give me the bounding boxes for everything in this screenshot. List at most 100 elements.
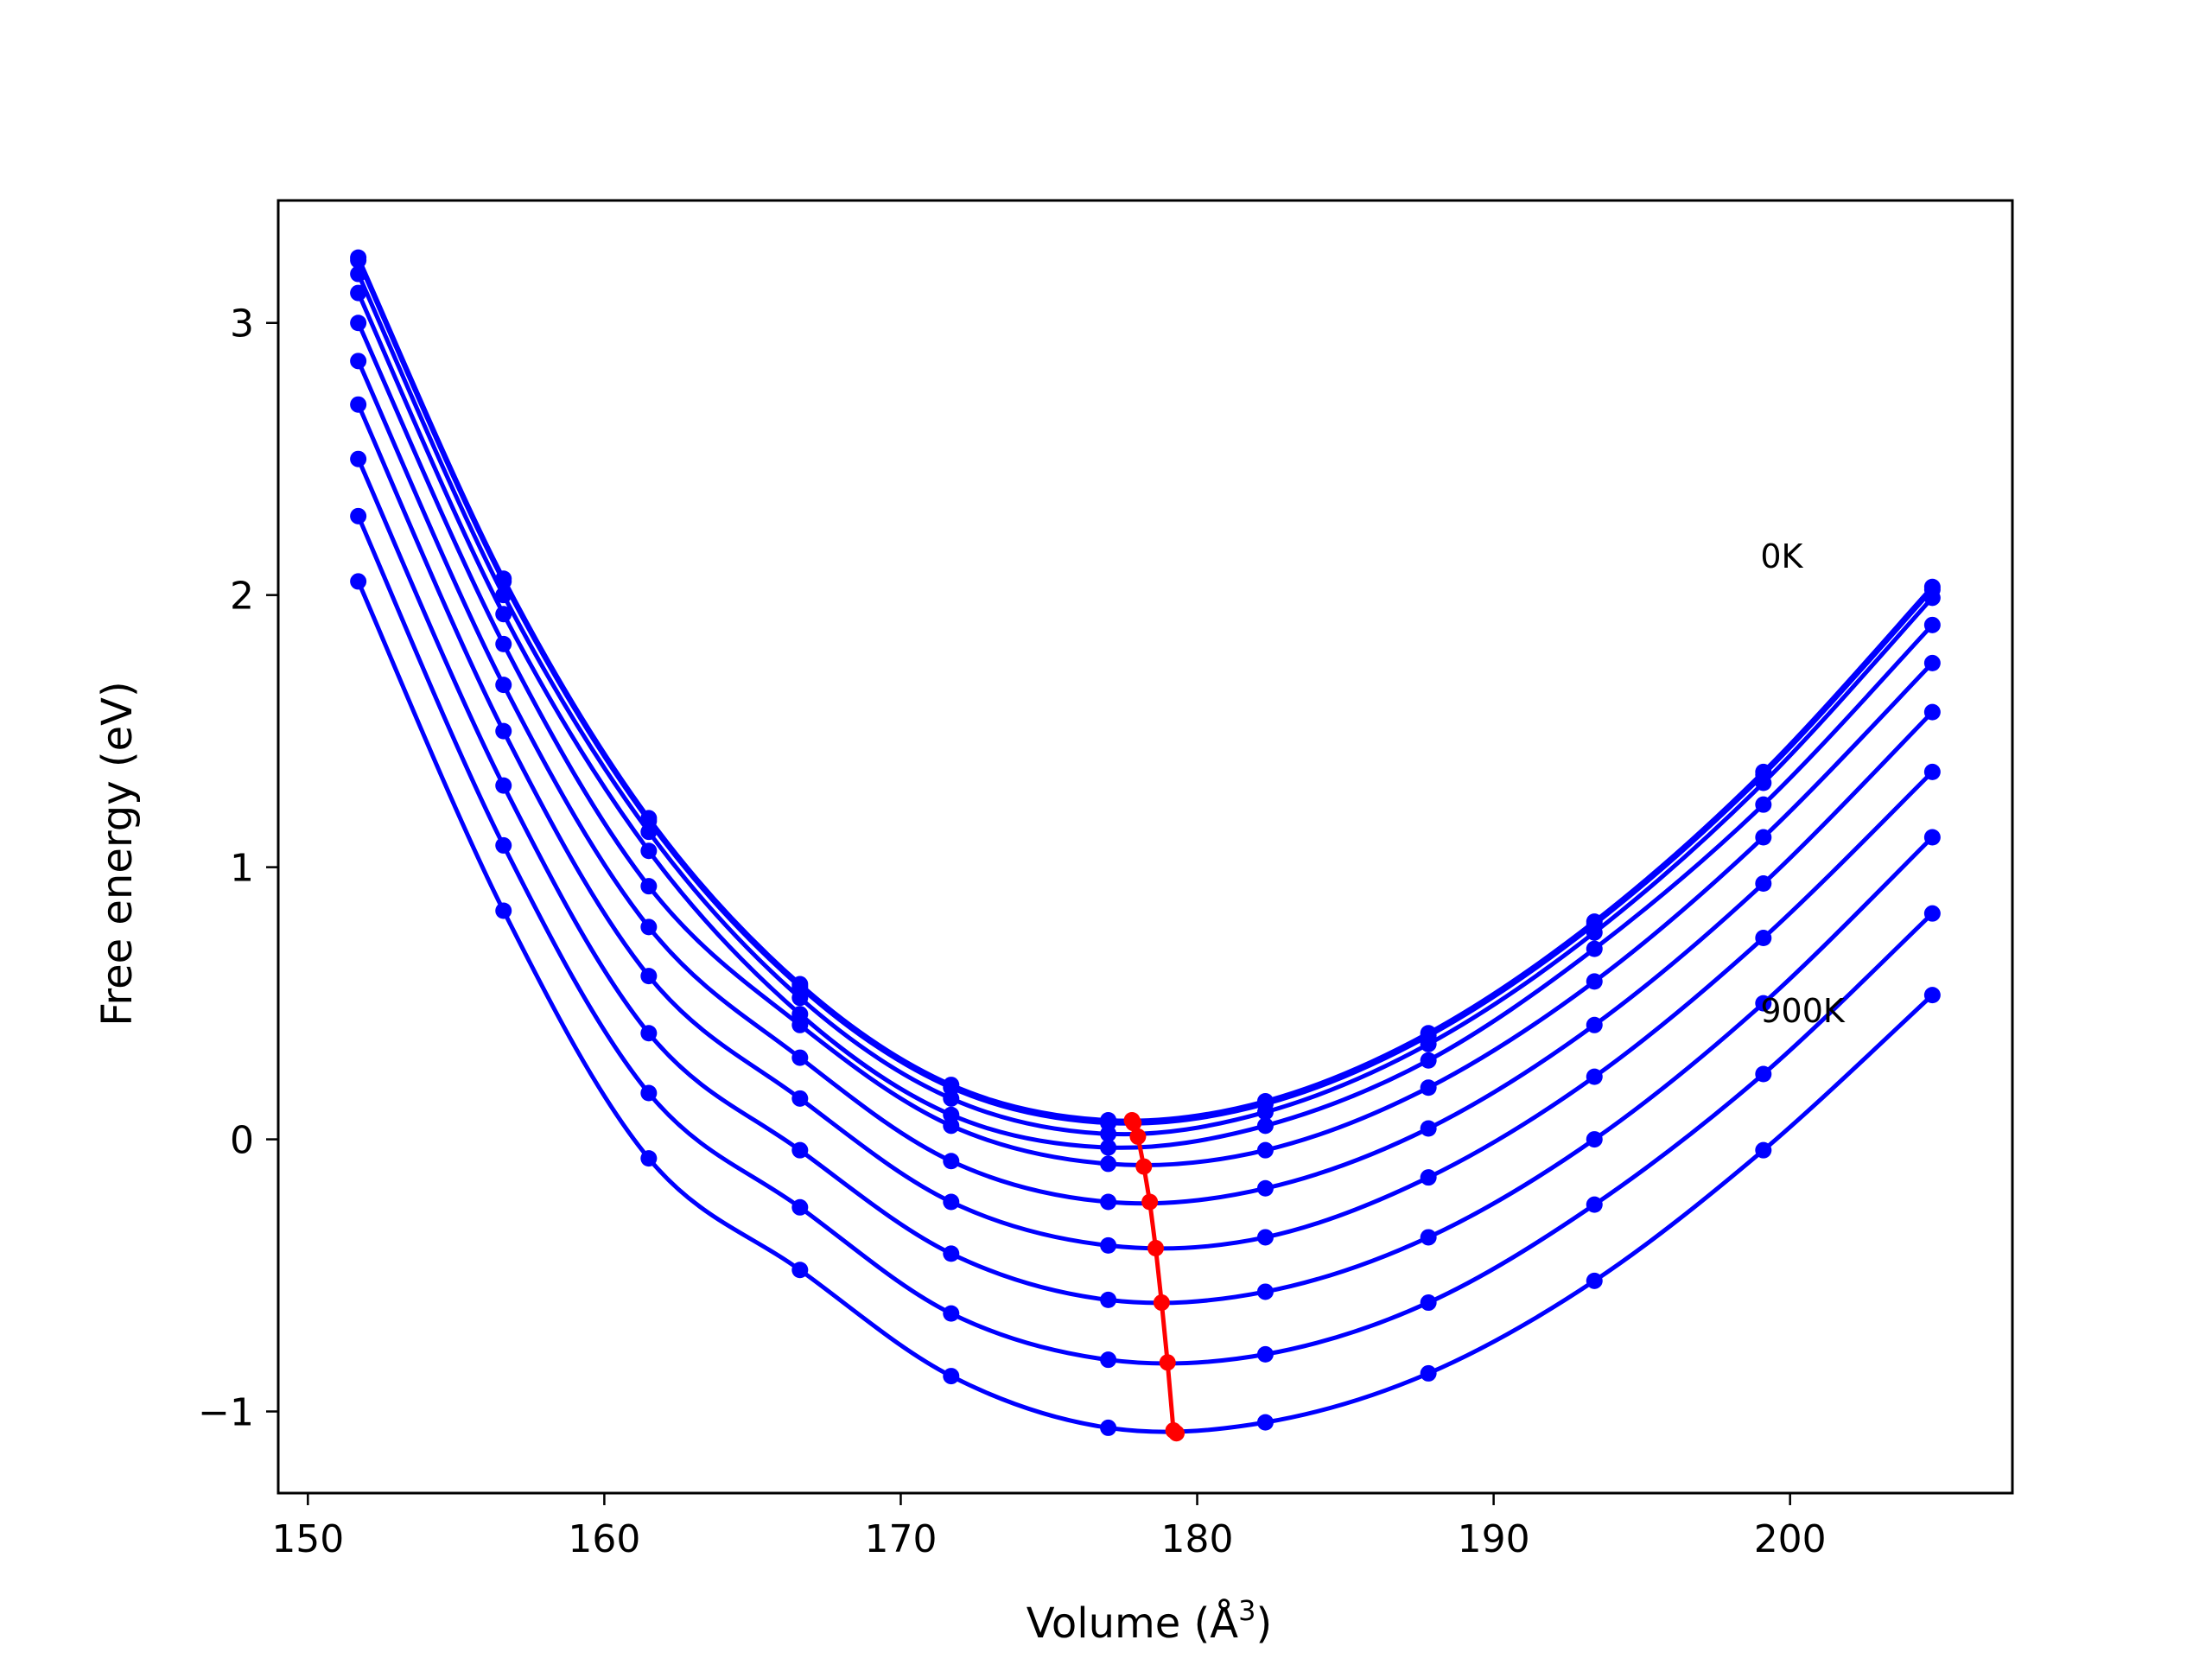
data-point xyxy=(350,265,367,283)
x-axis-label: Volume (Å3) xyxy=(1027,1594,1272,1648)
series-line xyxy=(356,359,1935,1206)
data-point xyxy=(1923,763,1941,780)
data-point xyxy=(350,315,367,332)
y-tick-label: 3 xyxy=(230,302,254,346)
data-point xyxy=(1256,1229,1274,1246)
data-point xyxy=(1923,589,1941,607)
data-point xyxy=(1100,1351,1117,1369)
series-line xyxy=(356,404,1935,1251)
series-300K xyxy=(350,284,1941,1156)
data-point xyxy=(1256,1414,1274,1431)
data-point xyxy=(350,396,367,413)
y-tick-label: −1 xyxy=(198,1391,254,1435)
y-tick-label: 0 xyxy=(230,1119,254,1163)
data-point xyxy=(350,353,367,370)
data-point xyxy=(791,989,809,1007)
data-point xyxy=(495,606,512,623)
series-200K xyxy=(350,265,1941,1142)
data-point xyxy=(495,902,512,919)
series-700K xyxy=(350,450,1941,1308)
data-point xyxy=(1256,1103,1274,1121)
data-point xyxy=(1420,1079,1437,1096)
data-point xyxy=(1586,924,1603,941)
annotation-0K: 0K xyxy=(1760,537,1803,575)
minima-point xyxy=(1141,1193,1159,1211)
data-point xyxy=(1755,1141,1772,1159)
data-point xyxy=(1586,973,1603,990)
x-tick-label: 160 xyxy=(568,1517,640,1561)
data-point xyxy=(791,1141,809,1159)
data-point xyxy=(1256,1179,1274,1197)
data-point xyxy=(791,1262,809,1279)
data-point xyxy=(1256,1345,1274,1363)
annotation-900K: 900K xyxy=(1760,992,1846,1030)
minima-point xyxy=(1153,1294,1170,1312)
minima-point xyxy=(1125,1115,1142,1132)
data-point xyxy=(350,573,367,590)
x-axis-label-close: ) xyxy=(1255,1599,1272,1648)
data-point xyxy=(1755,796,1772,813)
data-point xyxy=(1256,1141,1274,1159)
series-100K xyxy=(350,251,1941,1132)
minima-point xyxy=(1168,1425,1185,1442)
data-point xyxy=(791,1016,809,1033)
data-point xyxy=(350,251,367,269)
data-point xyxy=(943,1245,960,1262)
data-point xyxy=(1586,1196,1603,1213)
data-point xyxy=(943,1153,960,1170)
series-800K xyxy=(350,507,1941,1369)
series-line xyxy=(356,458,1935,1306)
data-point xyxy=(791,1198,809,1216)
data-point xyxy=(1100,1291,1117,1308)
plot-frame xyxy=(276,199,2014,1495)
data-point xyxy=(943,1193,960,1211)
data-point xyxy=(495,722,512,740)
x-axis-label-superscript: 3 xyxy=(1238,1594,1255,1627)
series-900K xyxy=(350,573,1941,1436)
data-point xyxy=(640,918,658,936)
data-point xyxy=(1256,1117,1274,1135)
data-point xyxy=(1755,774,1772,791)
x-tick-label: 170 xyxy=(864,1517,937,1561)
data-point xyxy=(1100,1236,1117,1254)
data-point xyxy=(495,677,512,694)
data-point xyxy=(1755,930,1772,947)
data-point xyxy=(495,836,512,854)
data-point xyxy=(1586,1131,1603,1148)
data-point xyxy=(1923,703,1941,721)
x-axis-label-main: Volume (Å xyxy=(1027,1599,1239,1648)
data-point xyxy=(1923,987,1941,1004)
data-point xyxy=(1755,1065,1772,1083)
x-tick-label: 150 xyxy=(271,1517,344,1561)
data-point xyxy=(1256,1283,1274,1300)
data-point xyxy=(1755,829,1772,846)
minima-point xyxy=(1135,1158,1153,1175)
data-point xyxy=(791,1049,809,1066)
data-point xyxy=(1420,1120,1437,1137)
data-point xyxy=(495,635,512,652)
data-point xyxy=(495,587,512,604)
data-point xyxy=(1586,940,1603,957)
data-point xyxy=(350,450,367,467)
data-point xyxy=(1420,1294,1437,1312)
data-point xyxy=(1420,1052,1437,1069)
x-tick-label: 190 xyxy=(1458,1517,1530,1561)
data-point xyxy=(1923,829,1941,846)
data-point xyxy=(1100,1193,1117,1211)
series-400K xyxy=(350,315,1941,1173)
data-point xyxy=(1755,875,1772,893)
data-point xyxy=(1420,1035,1437,1052)
data-point xyxy=(1923,616,1941,633)
x-tick-label: 180 xyxy=(1161,1517,1234,1561)
data-point xyxy=(943,1090,960,1107)
data-point xyxy=(1586,1068,1603,1085)
data-point xyxy=(1100,1139,1117,1156)
data-point xyxy=(640,1150,658,1167)
minima-point xyxy=(1159,1354,1176,1371)
series-line xyxy=(356,292,1935,1150)
data-point xyxy=(640,842,658,860)
data-point xyxy=(350,284,367,302)
data-point xyxy=(943,1368,960,1385)
y-tick-label: 2 xyxy=(230,575,254,619)
